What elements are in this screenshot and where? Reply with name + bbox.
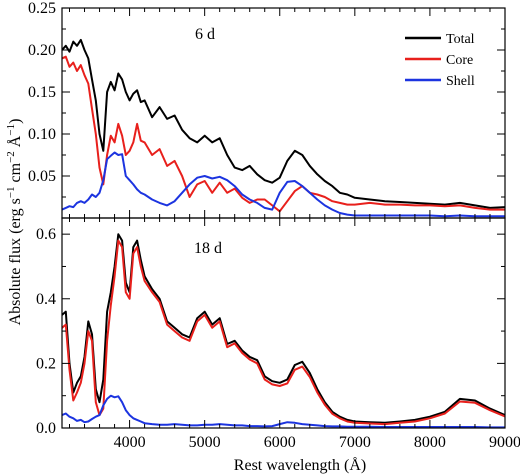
y-axis-title-mid-1: cm: [7, 162, 24, 186]
panel-top: 0.05 0.10 0.15 0.20 0.25 6 d Total Core Shell: [28, 0, 506, 219]
y-axis-title-mid-2: Å: [6, 135, 24, 151]
bottom-x-tick-label: 9000: [489, 434, 520, 451]
legend-label-shell: Shell: [446, 74, 475, 89]
legend-label-total: Total: [446, 32, 475, 47]
top-series-total-line: [62, 38, 505, 209]
y-axis-title-sup-2: −2: [5, 151, 17, 163]
bottom-series-core-line: [62, 239, 505, 426]
panel-bottom: 0.0 0.2 0.4 0.6 4000 5000 6000 7000 8000 9000 18 d: [36, 217, 520, 451]
bottom-x-tick-label: 5000: [189, 434, 221, 451]
top-y-tick-label: 0.20: [28, 42, 56, 59]
bottom-y-tick-label: 0.0: [36, 420, 56, 437]
top-panel-label: 6 d: [195, 26, 215, 43]
y-axis-title-close: ): [7, 119, 24, 124]
y-axis-title-sup-3: −1: [5, 124, 17, 136]
top-y-tick-label: 0.05: [28, 168, 56, 185]
y-axis-title-main: Absolute flux (erg s: [7, 198, 24, 325]
bottom-series-shell-line: [62, 394, 505, 428]
top-y-tick-label: 0.25: [28, 0, 56, 17]
top-series-group: [62, 38, 505, 218]
bottom-y-tick-label: 0.4: [36, 291, 56, 308]
bottom-x-tick-label: 7000: [339, 434, 371, 451]
bottom-series-group: [62, 233, 505, 428]
y-axis-title: Absolute flux (erg s−1 cm−2 Å−1): [5, 119, 24, 326]
top-y-tick-label: 0.10: [28, 126, 56, 143]
x-axis-title: Rest wavelength (Å): [234, 456, 366, 474]
bottom-x-tick-label: 8000: [414, 434, 446, 451]
top-legend: Total Core Shell: [405, 32, 475, 89]
top-y-tick-label: 0.15: [28, 84, 56, 101]
bottom-axis-frame: [61, 217, 506, 429]
bottom-x-tick-label: 6000: [264, 434, 296, 451]
bottom-series-total-line: [62, 233, 505, 424]
bottom-panel-label: 18 d: [194, 240, 222, 257]
bottom-y-tick-label: 0.6: [36, 226, 56, 243]
bottom-x-tick-label: 4000: [114, 434, 146, 451]
bottom-y-tick-label: 0.2: [36, 355, 56, 372]
y-axis-title-sup-1: −1: [5, 186, 17, 198]
legend-label-core: Core: [446, 53, 473, 68]
top-series-core-line: [62, 55, 505, 213]
